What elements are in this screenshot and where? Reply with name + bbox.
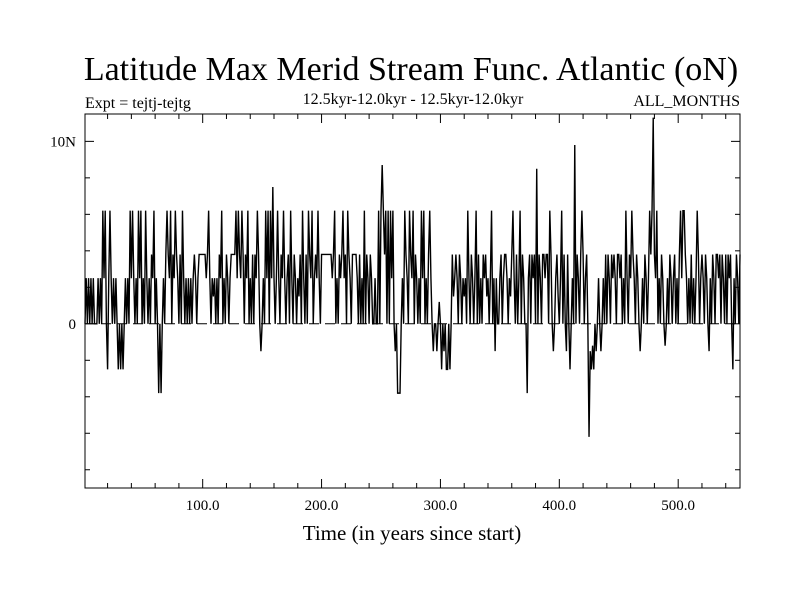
- series-layer: [84, 117, 741, 437]
- y-axis: 10N 0: [50, 134, 740, 471]
- months-label: ALL_MONTHS: [633, 93, 740, 110]
- x-tick-label: 400.0: [542, 498, 576, 514]
- x-tick-label: 100.0: [186, 498, 220, 514]
- y-tick-label: 10N: [50, 134, 76, 150]
- experiment-label: Expt = tejtj-tejtg: [85, 95, 191, 112]
- plot-area: 100.0 200.0 300.0 400.0 500.0 10N 0: [50, 113, 741, 514]
- x-axis-label: Time (in years since start): [303, 521, 522, 545]
- chart-title: Latitude Max Merid Stream Func. Atlantic…: [84, 51, 738, 88]
- x-tick-label: 500.0: [661, 498, 695, 514]
- x-axis: 100.0 200.0 300.0 400.0 500.0: [107, 114, 727, 514]
- y-tick-label: 0: [69, 317, 77, 333]
- series-line-0: [84, 117, 741, 437]
- x-tick-label: 200.0: [305, 498, 339, 514]
- period-label: 12.5kyr-12.0kyr - 12.5kyr-12.0kyr: [303, 91, 524, 108]
- x-tick-label: 300.0: [424, 498, 458, 514]
